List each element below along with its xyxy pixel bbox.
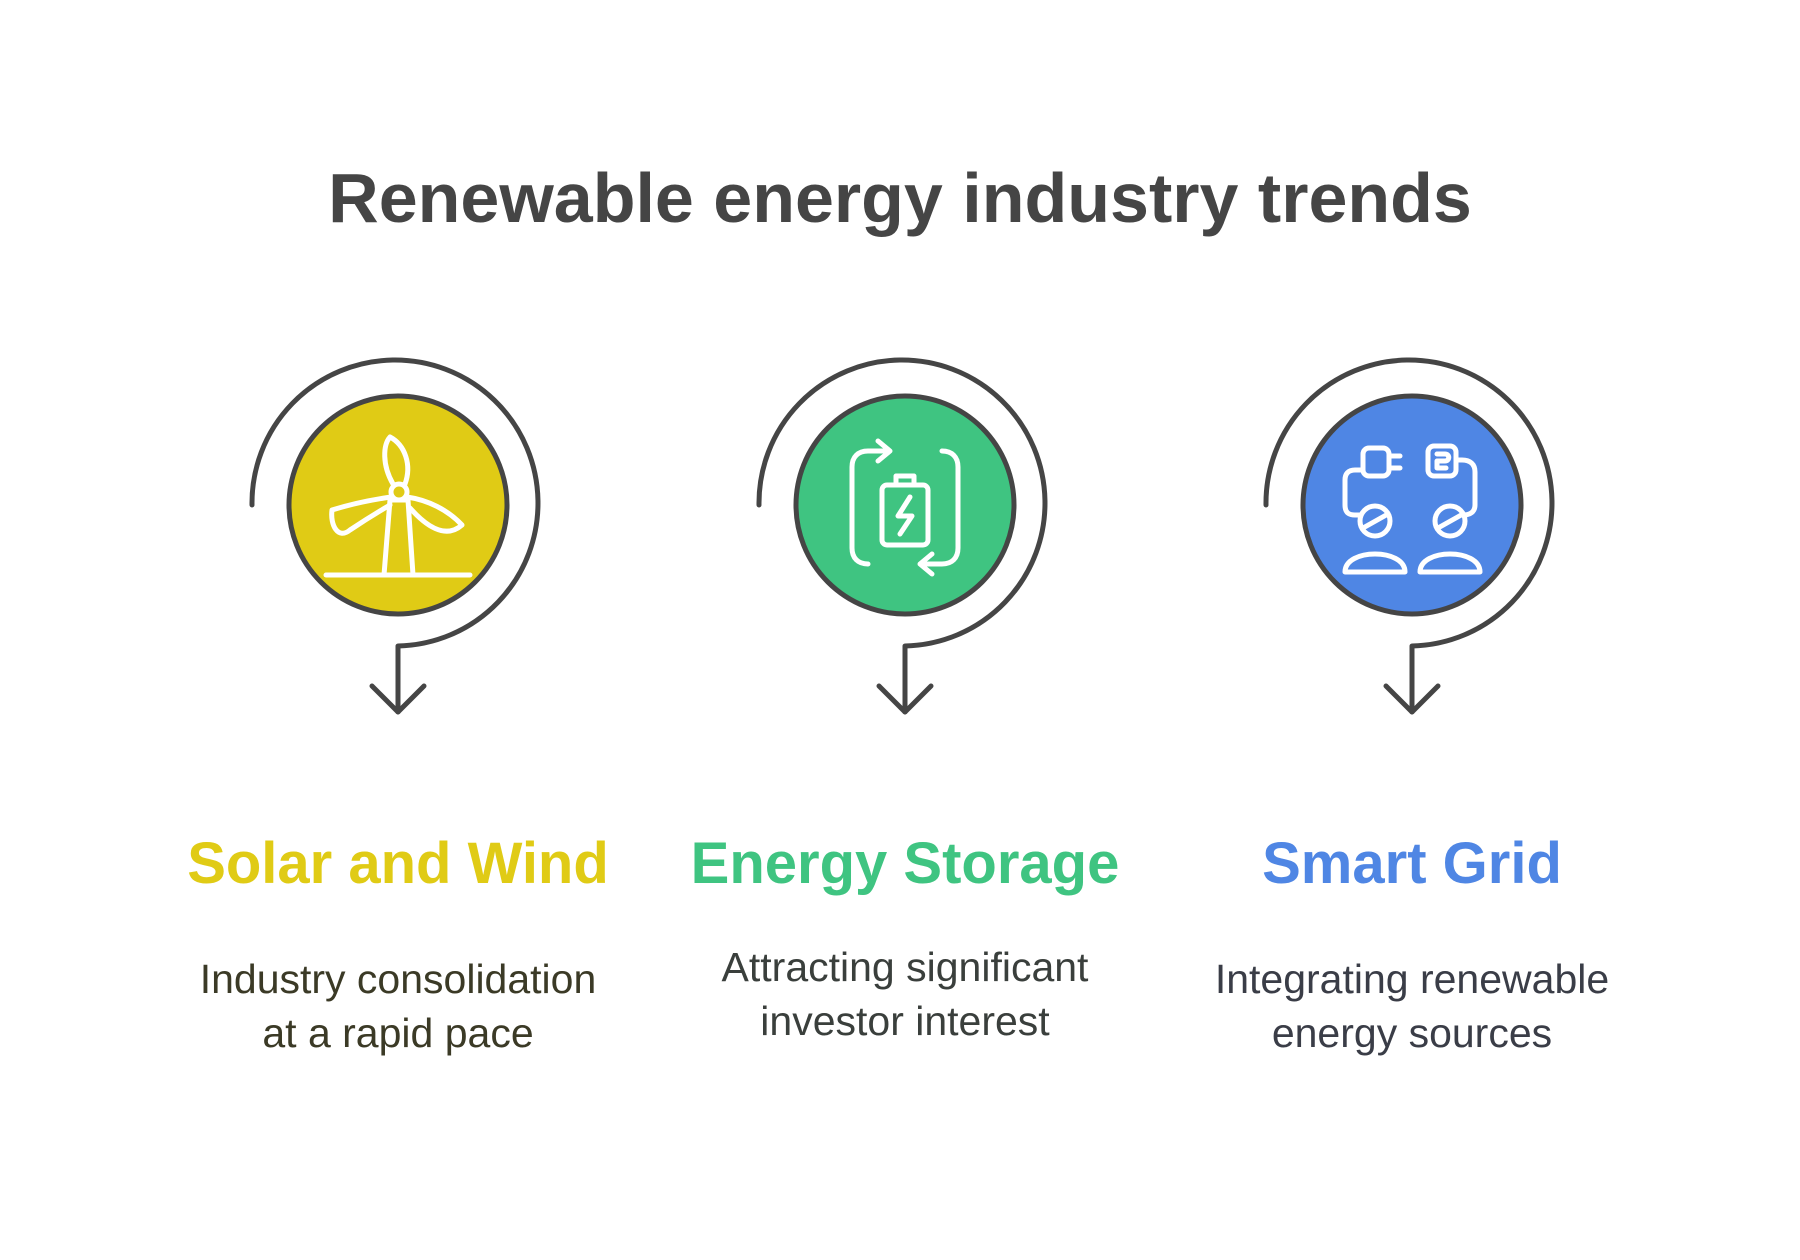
step-2-description: Attracting significant investor interest — [721, 944, 1089, 1044]
step-2-arc — [756, 357, 1048, 715]
step-2-arrowhead — [876, 683, 934, 715]
step-1-circle — [286, 393, 510, 617]
step-1-group — [249, 357, 541, 715]
step-2-title: Energy Storage — [690, 831, 1120, 896]
step-3-circle — [1300, 393, 1524, 617]
battery-charging-cycle-icon — [849, 438, 961, 577]
wind-turbine-icon — [323, 434, 473, 578]
step-3-arc — [1263, 357, 1555, 715]
step-1-description: Industry consolidation at a rapid pace — [199, 956, 597, 1056]
step-1-arc — [249, 357, 541, 715]
step-2-group — [756, 357, 1048, 715]
step-1-title: Solar and Wind — [187, 831, 609, 896]
step-3-arrowhead — [1383, 683, 1441, 715]
step-3-description: Integrating renewable energy sources — [1214, 956, 1610, 1056]
step-3-title: Smart Grid — [1262, 831, 1562, 896]
step-1-arrowhead — [369, 683, 427, 715]
plug-connection-people-icon — [1342, 443, 1483, 575]
page-title: Renewable energy industry trends — [328, 159, 1472, 237]
step-3-group — [1263, 357, 1555, 715]
